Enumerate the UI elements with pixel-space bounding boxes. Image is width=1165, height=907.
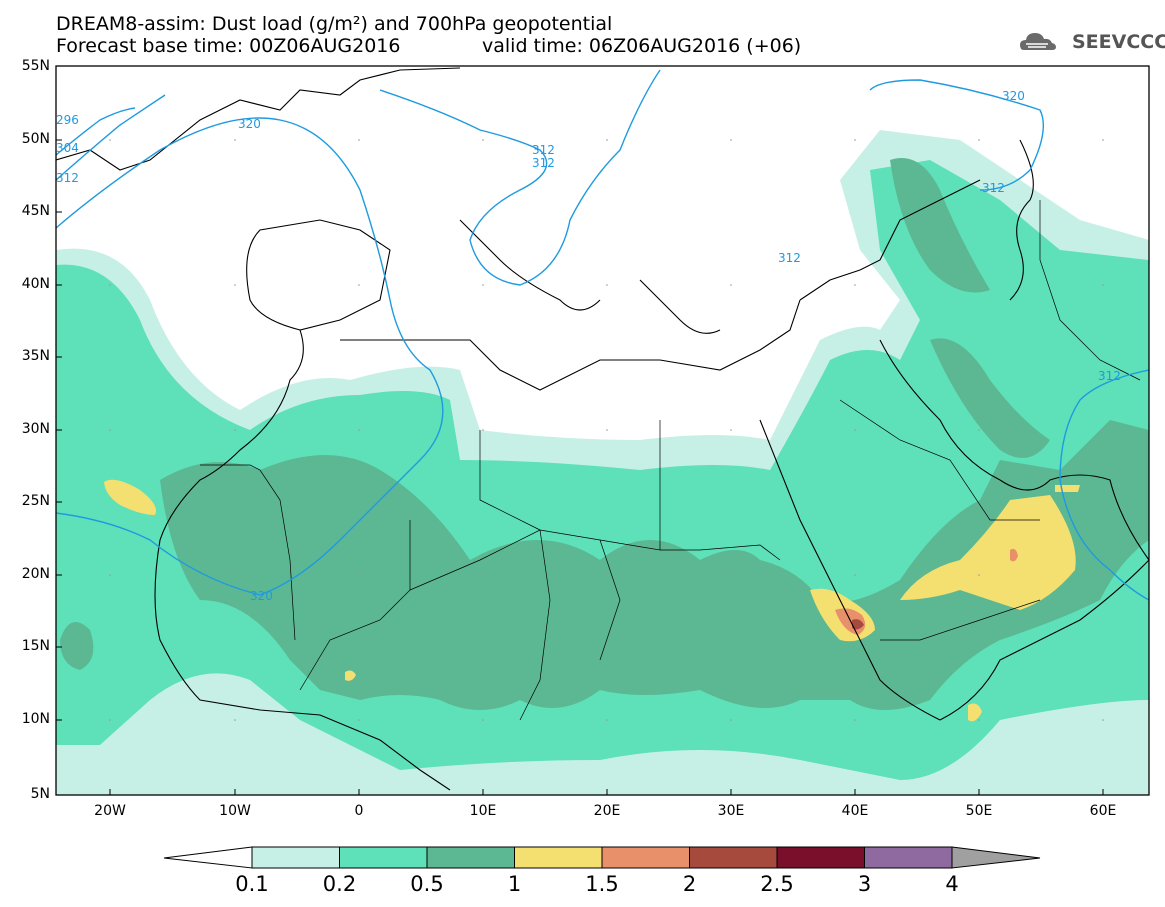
lon-label: 30E: [717, 803, 745, 819]
colorbar-label: 3: [857, 872, 872, 896]
contour-label: 320: [238, 117, 261, 131]
dust-band-05: [160, 420, 1149, 710]
contour-label: 312: [778, 251, 801, 265]
dust-band-1f: [968, 703, 982, 722]
lat-label: 35N: [21, 348, 50, 364]
borders: [200, 200, 1141, 721]
contour-label: 296: [56, 113, 79, 127]
colorbar-label: 2: [682, 872, 697, 896]
lat-label: 25N: [21, 493, 50, 509]
valid-time: valid time: 06Z06AUG2016 (+06): [482, 35, 802, 57]
dust-band-2: [852, 619, 864, 630]
coastlines: [56, 67, 1149, 791]
colorbar-label: 0.1: [235, 872, 269, 896]
lon-label: 0: [354, 803, 364, 819]
colorbar-label: 4: [945, 872, 959, 896]
dust-band-15b: [1010, 548, 1018, 562]
lat-label: 40N: [21, 276, 50, 292]
colorbar-label: 0.2: [322, 872, 357, 896]
lon-label: 10E: [469, 803, 497, 819]
lon-label: 60E: [1089, 803, 1117, 819]
base-time: Forecast base time: 00Z06AUG2016: [56, 35, 401, 57]
lon-label: 20E: [593, 803, 621, 819]
lat-label: 30N: [21, 421, 50, 437]
lat-label: 20N: [21, 566, 50, 582]
grid-dots: [109, 139, 1104, 721]
dust-band-1d: [1055, 485, 1080, 492]
contour-label: 312: [532, 143, 555, 157]
lat-label: 5N: [30, 786, 50, 802]
cloud-logo-icon: [1020, 33, 1056, 50]
dust-band-1e: [345, 670, 356, 681]
lat-label: 45N: [21, 203, 50, 219]
lat-label: 55N: [21, 58, 50, 74]
colorbar-label: 1: [507, 872, 522, 896]
lon-label: 10W: [219, 803, 251, 819]
lat-label: 50N: [21, 131, 50, 147]
dust-band-1c: [104, 479, 156, 515]
contour-label: 320: [250, 589, 273, 603]
dust-band-05b: [60, 622, 94, 670]
lon-label: 20W: [94, 803, 126, 819]
colorbar-label: 2.5: [760, 872, 794, 896]
contour-label: 312: [982, 181, 1005, 195]
contour-label: 320: [1002, 89, 1025, 103]
axis-ticks: [56, 139, 1104, 795]
contour-label: 312: [1098, 369, 1121, 383]
colorbar-label: 1.5: [585, 872, 619, 896]
dust-band-05d: [930, 338, 1050, 458]
dust-band-1: [900, 495, 1076, 610]
contour-label: 312: [532, 156, 555, 170]
contour-labels: 320 312 312 312 320 312 320 312 296 304 …: [56, 89, 1121, 603]
lon-label: 40E: [841, 803, 869, 819]
dust-band-05c: [890, 158, 990, 293]
contour-label: 312: [56, 171, 79, 185]
contours: [56, 69, 1149, 601]
map-title: DREAM8-assim: Dust load (g/m²) and 700hP…: [56, 13, 613, 35]
colorbar-label: 0.5: [410, 872, 444, 896]
contour-label: 304: [56, 141, 79, 155]
lat-label: 10N: [21, 711, 50, 727]
lat-label: 15N: [21, 638, 50, 654]
logo-text: SEEVCCC: [1072, 31, 1165, 53]
lon-label: 50E: [965, 803, 993, 819]
